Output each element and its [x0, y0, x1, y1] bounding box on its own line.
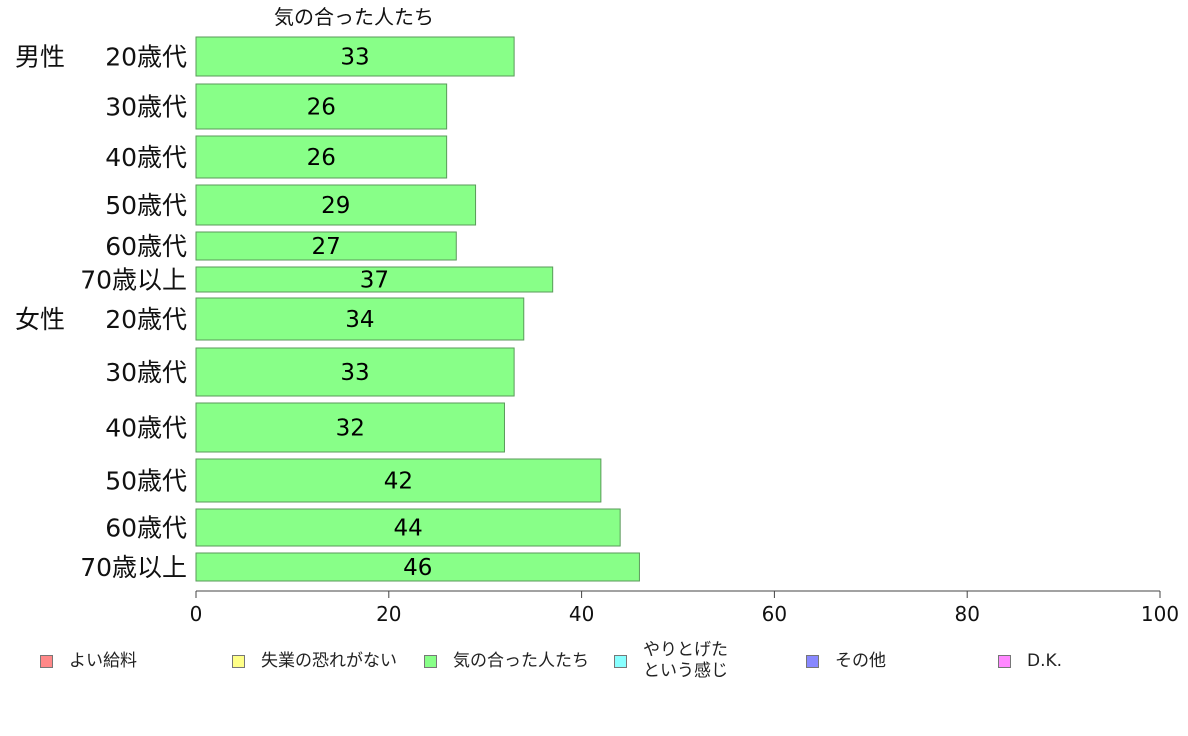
x-axis: 0 20 40 60 80 100 [190, 590, 1179, 626]
category-label: 70歳以上 [80, 266, 187, 295]
legend-item: D.K. [998, 640, 1062, 672]
category-label: 20歳代 [105, 43, 187, 72]
category-label: 60歳代 [105, 232, 187, 261]
data-label: 46 [403, 555, 432, 581]
legend-label: 失業の恐れがない [261, 651, 397, 671]
category-label: 30歳代 [105, 93, 187, 122]
legend-swatch [232, 655, 245, 668]
category-label: 60歳代 [105, 514, 187, 543]
bar [195, 347, 515, 397]
bars-layer [195, 36, 640, 582]
category-label: 50歳代 [105, 467, 187, 496]
legend-label: 気の合った人たち [453, 651, 589, 671]
legend-item: よい給料 [40, 640, 137, 672]
x-tick-label: 60 [762, 602, 787, 626]
x-tick-label: 20 [376, 602, 401, 626]
data-label: 32 [336, 416, 365, 442]
bar [195, 231, 457, 261]
bar [195, 36, 515, 77]
group-label: 男性 [15, 43, 65, 72]
bar [195, 184, 477, 226]
bar [195, 402, 505, 453]
legend-swatch [614, 655, 627, 668]
bar [195, 297, 525, 341]
category-label: 70歳以上 [80, 553, 187, 582]
data-label: 42 [384, 469, 413, 495]
category-label: 40歳代 [105, 414, 187, 443]
data-label: 33 [340, 360, 369, 386]
labels-layer: 33 20歳代 26 30歳代 26 40歳代 29 50歳代 27 60歳代 37 70歳以上 34 2… [15, 43, 432, 583]
legend-swatch [998, 655, 1011, 668]
bar [195, 266, 554, 293]
legend-swatch [424, 655, 437, 668]
legend-label: D.K. [1027, 651, 1063, 671]
legend-item: その他 [806, 640, 886, 672]
bar [195, 135, 448, 179]
group-label: 女性 [15, 305, 65, 334]
category-label: 40歳代 [105, 143, 187, 172]
legend-item: やりとげた という感じ [614, 640, 728, 682]
data-label: 34 [345, 307, 374, 333]
legend-swatch [806, 655, 819, 668]
data-label: 29 [321, 193, 350, 219]
category-label: 50歳代 [105, 191, 187, 220]
legend-item: 気の合った人たち [424, 640, 589, 672]
x-tick-label: 40 [569, 602, 594, 626]
legend-swatch [40, 655, 53, 668]
x-tick-label: 100 [1141, 602, 1179, 626]
data-label: 44 [393, 516, 422, 542]
legend-label: その他 [835, 651, 886, 671]
legend-label: よい給料 [69, 651, 137, 671]
data-label: 26 [307, 145, 336, 171]
x-tick-label: 80 [954, 602, 979, 626]
x-tick-label: 0 [190, 602, 203, 626]
bar [195, 552, 640, 582]
data-label: 27 [311, 234, 340, 260]
data-label: 26 [307, 95, 336, 121]
category-label: 30歳代 [105, 358, 187, 387]
bar [195, 508, 621, 547]
data-label: 33 [340, 45, 369, 71]
bar [195, 83, 448, 130]
legend-item: 失業の恐れがない [232, 640, 397, 672]
legend-label: やりとげた という感じ [643, 640, 728, 681]
chart-title: 気の合った人たち [274, 5, 434, 29]
category-label: 20歳代 [105, 305, 187, 334]
data-label: 37 [360, 268, 389, 294]
bar [195, 458, 602, 503]
